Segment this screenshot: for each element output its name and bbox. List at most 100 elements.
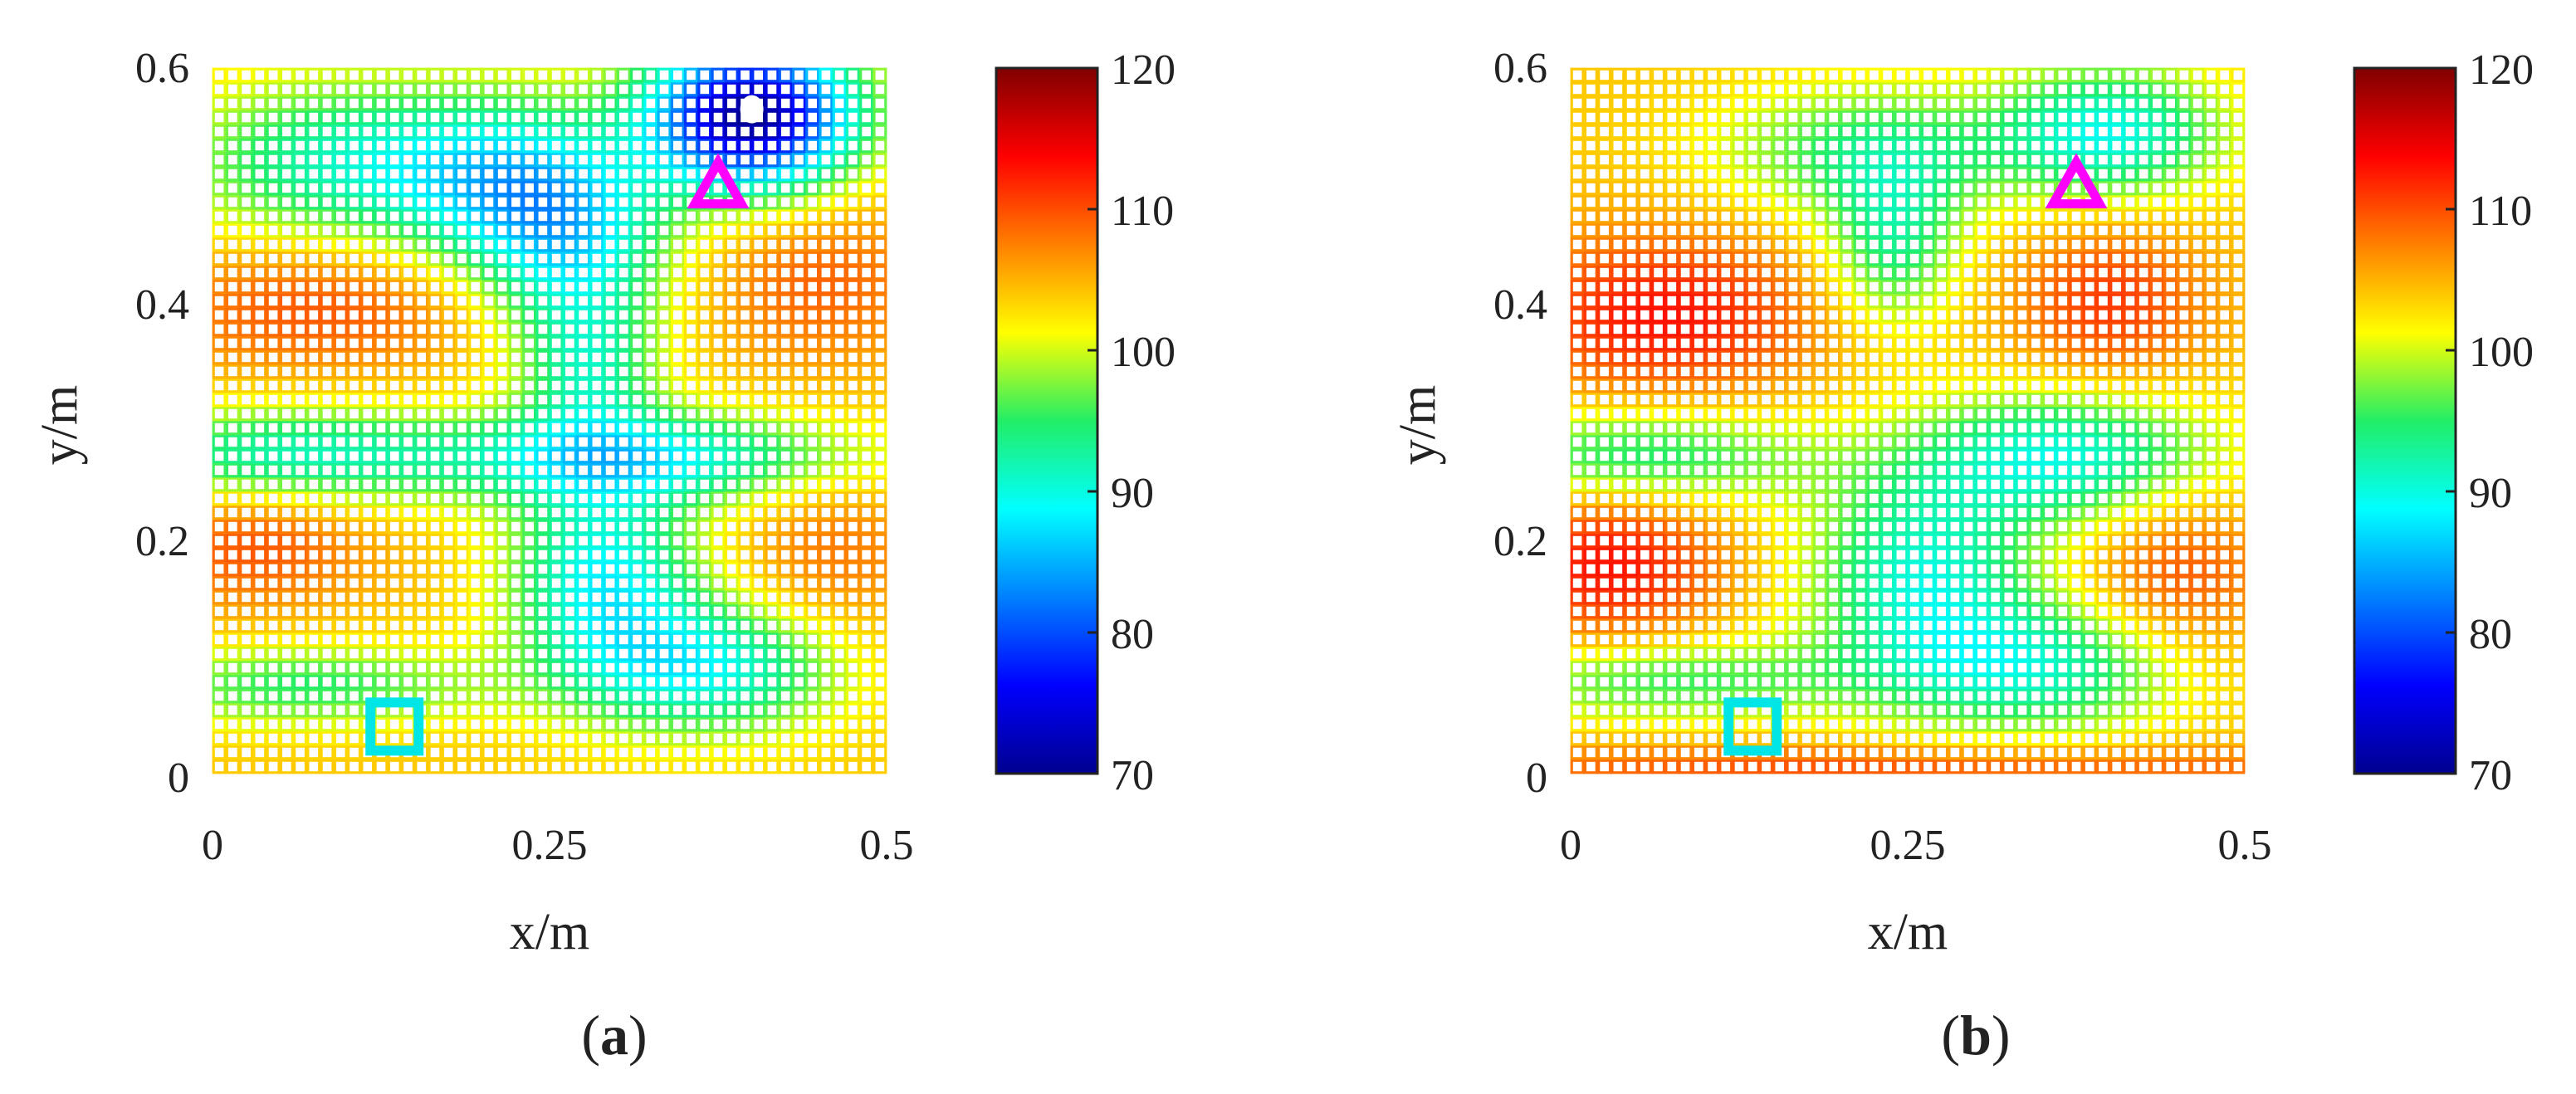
heatmap-cell — [765, 364, 780, 379]
heatmap-cell — [1799, 110, 1814, 125]
heatmap-cell — [1988, 251, 2003, 266]
heatmap-cell — [1934, 448, 1949, 464]
heatmap-cell — [603, 589, 618, 605]
heatmap-cell — [643, 237, 658, 252]
heatmap-cell — [1880, 674, 1895, 690]
heatmap-cell — [428, 476, 442, 492]
heatmap-cell — [562, 406, 577, 422]
heatmap-cell — [1880, 420, 1895, 436]
heatmap-cell — [306, 152, 321, 168]
heatmap-cell — [724, 293, 739, 309]
heatmap-cell — [1637, 166, 1652, 182]
heatmap-cell — [724, 251, 739, 266]
heatmap-cell — [535, 674, 550, 690]
heatmap-cell — [441, 152, 456, 168]
heatmap-cell — [832, 279, 847, 295]
heatmap-cell — [1664, 491, 1679, 506]
heatmap-cell — [468, 660, 483, 676]
heatmap-cell — [2015, 420, 2030, 436]
heatmap-cell — [751, 420, 766, 436]
heatmap-cell — [657, 632, 672, 647]
heatmap-cell — [2042, 533, 2057, 549]
heatmap-cell — [1678, 434, 1693, 450]
heatmap-cell — [778, 293, 793, 309]
heatmap-cell — [1745, 378, 1760, 393]
heatmap-cell — [374, 222, 389, 238]
heatmap-cell — [791, 293, 806, 309]
heatmap-cell — [1920, 138, 1935, 154]
heatmap-cell — [576, 321, 591, 337]
heatmap-cell — [1597, 505, 1612, 520]
heatmap-cell — [1880, 491, 1895, 506]
heatmap-cell — [212, 462, 227, 478]
heatmap-cell — [1853, 603, 1868, 619]
heatmap-cell — [616, 434, 631, 450]
heatmap-cell — [1637, 81, 1652, 97]
heatmap-cell — [2123, 420, 2138, 436]
heatmap-cell — [1786, 589, 1801, 605]
heatmap-cell — [1637, 279, 1652, 295]
heatmap-cell — [576, 491, 591, 506]
heatmap-cell — [1812, 716, 1827, 732]
heatmap-cell — [1570, 349, 1585, 365]
heatmap-cell — [2136, 279, 2151, 295]
heatmap-cell — [1920, 152, 1935, 168]
heatmap-cell — [2136, 547, 2151, 563]
heatmap-cell — [2015, 519, 2030, 535]
heatmap-cell — [239, 67, 254, 83]
heatmap-cell — [360, 448, 375, 464]
heatmap-cell — [266, 448, 281, 464]
heatmap-cell — [711, 759, 726, 774]
heatmap-cell — [252, 674, 267, 690]
heatmap-cell — [1948, 378, 1963, 393]
heatmap-cell — [1758, 81, 1774, 97]
heatmap-cell — [306, 716, 321, 732]
heatmap-cell — [279, 547, 294, 563]
heatmap-cell — [2028, 293, 2043, 309]
heatmap-cell — [2149, 603, 2164, 619]
heatmap-cell — [1799, 124, 1814, 139]
heatmap-cell — [495, 95, 510, 111]
heatmap-cell — [1853, 378, 1868, 393]
heatmap-cell — [239, 251, 254, 266]
heatmap-cell — [1920, 660, 1935, 676]
heatmap-cell — [2028, 378, 2043, 393]
heatmap-cell — [873, 81, 887, 97]
heatmap-cell — [374, 716, 389, 732]
heatmap-cell — [2163, 702, 2178, 718]
heatmap-cell — [535, 392, 550, 408]
heatmap-cell — [2015, 152, 2030, 168]
heatmap-cell — [374, 476, 389, 492]
heatmap-cell — [724, 702, 739, 718]
heatmap-cell — [603, 745, 618, 760]
heatmap-cell — [252, 406, 267, 422]
heatmap-cell — [603, 603, 618, 619]
heatmap-cell — [1948, 462, 1963, 478]
heatmap-cell — [859, 646, 874, 662]
heatmap-cell — [859, 702, 874, 718]
heatmap-cell — [1624, 420, 1639, 436]
heatmap-cell — [711, 420, 726, 436]
heatmap-cell — [562, 688, 577, 704]
heatmap-cell — [400, 67, 415, 83]
heatmap-cell — [306, 759, 321, 774]
heatmap-cell — [266, 702, 281, 718]
heatmap-cell — [2069, 321, 2084, 337]
heatmap-cell — [212, 166, 227, 182]
heatmap-cell — [873, 519, 887, 535]
heatmap-cell — [212, 646, 227, 662]
heatmap-cell — [387, 378, 402, 393]
heatmap-cell — [1907, 462, 1922, 478]
heatmap-cell — [481, 152, 496, 168]
heatmap-cell — [562, 603, 577, 619]
heatmap-cell — [535, 67, 550, 83]
heatmap-cell — [2203, 110, 2218, 125]
heatmap-cell — [697, 533, 712, 549]
heatmap-cell — [751, 222, 766, 238]
heatmap-cell — [306, 307, 321, 323]
heatmap-cell — [1907, 364, 1922, 379]
heatmap-cell — [441, 180, 456, 196]
heatmap-cell — [2163, 491, 2178, 506]
heatmap-cell — [1974, 603, 1989, 619]
heatmap-cell — [266, 462, 281, 478]
